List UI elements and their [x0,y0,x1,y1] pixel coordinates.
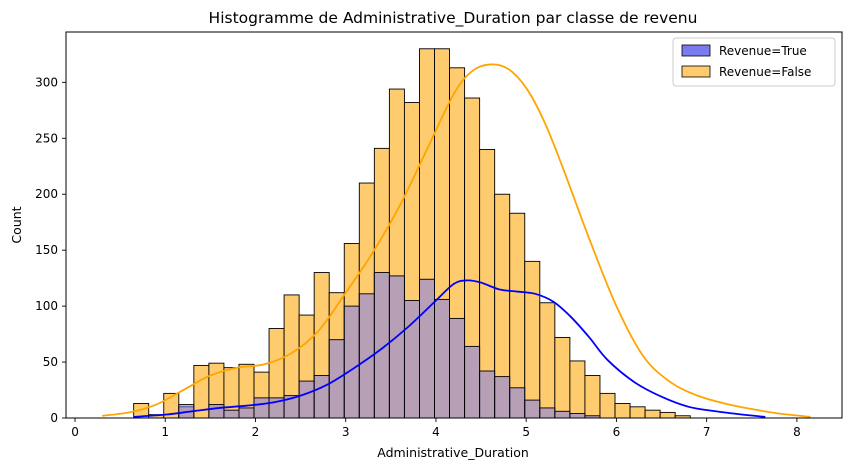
y-tick-label: 250 [35,131,58,145]
y-tick-label: 100 [35,299,58,313]
plot-area [101,48,811,419]
histogram-bar [238,407,255,419]
histogram-bar [313,375,330,419]
histogram-bar [464,345,481,419]
x-tick-label: 2 [252,425,260,439]
legend-label-revenue-true: Revenue=True [719,44,807,58]
histogram-bar [554,410,571,419]
x-tick-label: 7 [703,425,711,439]
histogram-bar [434,298,451,419]
y-tick-label: 50 [43,355,58,369]
histogram-bar [524,260,541,419]
histogram-bar [569,413,586,419]
histogram-bar [659,411,676,419]
histogram-bar [629,406,646,419]
histogram-bar [253,397,270,419]
histogram-bar [599,392,616,419]
legend-label-revenue-false: Revenue=False [719,65,811,79]
legend-swatch-revenue-false [681,65,711,78]
plot-frame [65,31,843,419]
histogram-bar [509,387,526,419]
chart-title: Histogramme de Administrative_Duration p… [209,9,698,28]
histogram-bar [343,305,360,419]
kde-line-revenue-true [133,279,766,418]
histogram-bar [524,399,541,419]
histogram-bar [208,404,225,419]
histogram-bar [539,407,556,419]
x-tick-label: 5 [522,425,530,439]
histogram-bar [419,278,435,419]
y-axis: 0 50 100 150 200 250 300 [35,75,66,425]
histogram-bar [539,302,556,419]
y-axis-label: Count [9,206,24,243]
kde-line-revenue-false [101,63,811,418]
histogram-bar [388,275,405,419]
histogram-bar [223,409,240,419]
histogram-bar [509,212,526,419]
series-revenue-true-bars [178,272,601,419]
histogram-bar [584,375,601,419]
histogram-bar [569,360,586,419]
x-tick-label: 6 [613,425,621,439]
x-tick-label: 3 [342,425,350,439]
x-axis-label: Administrative_Duration [377,445,529,460]
legend: Revenue=True Revenue=False [672,37,836,87]
x-tick-label: 0 [71,425,79,439]
y-tick-label: 200 [35,187,58,201]
histogram-bar [449,317,466,419]
histogram-bar [614,403,631,419]
x-tick-label: 4 [432,425,440,439]
y-tick-label: 150 [35,243,58,257]
histogram-bar [554,336,571,419]
histogram-bar [298,380,315,419]
histogram-bar [479,370,496,419]
y-tick-label: 0 [50,411,58,425]
x-tick-label: 1 [161,425,169,439]
legend-box [672,37,836,87]
x-axis: 0 1 2 3 4 5 6 7 8 [71,418,801,439]
histogram-bar [494,376,511,419]
y-tick-label: 300 [35,75,58,89]
x-tick-label: 8 [793,425,801,439]
legend-swatch-revenue-true [681,44,711,57]
histogram-bar [644,409,661,419]
